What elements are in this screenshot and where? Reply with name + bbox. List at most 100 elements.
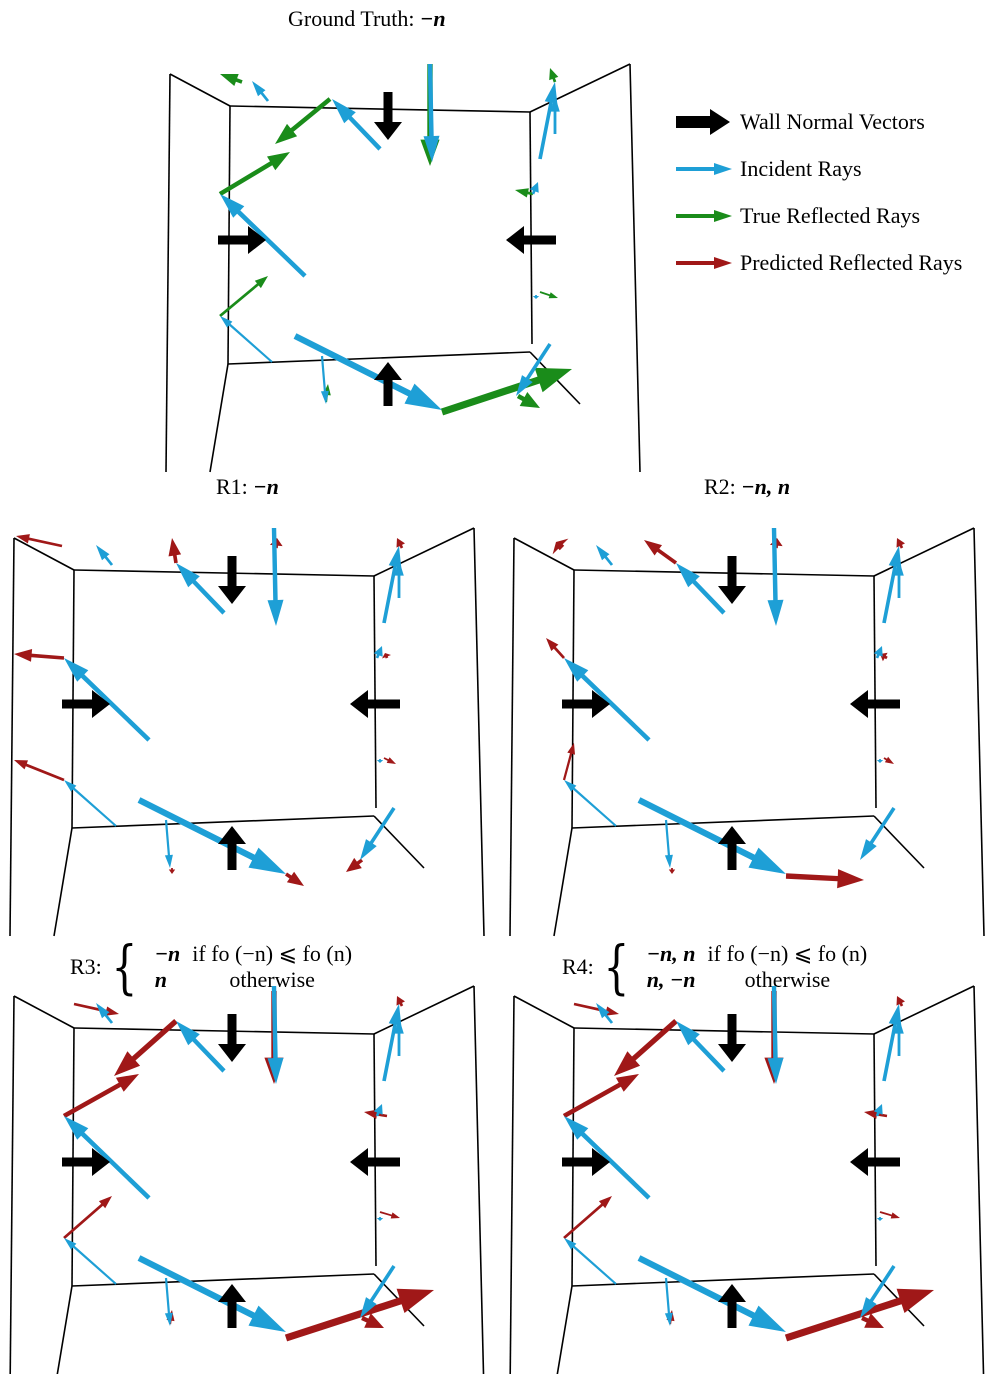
ground-truth-panel	[165, 63, 641, 473]
room-edge	[473, 985, 485, 1374]
legend-item-incident: Incident Rays	[672, 145, 962, 192]
reflected-ray-arrow	[275, 97, 332, 144]
incident-ray-arrow	[676, 563, 726, 615]
room-edge	[373, 527, 475, 577]
room-edge	[873, 815, 925, 869]
room-edge	[513, 537, 575, 571]
room-edge	[873, 527, 975, 577]
incident-ray-arrow	[382, 546, 402, 624]
r2-panel	[509, 527, 985, 937]
reflected-ray-arrow	[546, 638, 565, 659]
incident-ray-arrow	[529, 182, 539, 195]
incident-ray-arrow	[373, 1104, 383, 1117]
room-edge	[473, 527, 485, 937]
incident-ray-arrow	[596, 1003, 614, 1024]
room-edge	[13, 995, 75, 1029]
incident-ray-arrow	[267, 528, 284, 626]
wall-normal-arrow	[562, 1148, 610, 1176]
legend-label-incident: Incident Rays	[740, 155, 862, 181]
room-edge	[227, 351, 531, 365]
true-reflected-arrow-icon	[676, 209, 732, 222]
reflected-ray-arrow	[364, 1109, 388, 1119]
wall-normal-arrow	[350, 690, 400, 718]
room-edge	[373, 985, 475, 1035]
incident-ray-arrow	[860, 1265, 896, 1318]
legend-label-wall-normal: Wall Normal Vectors	[740, 108, 925, 134]
incident-ray-arrow	[176, 1021, 226, 1073]
reflected-ray-arrow	[284, 1288, 434, 1342]
incident-ray-arrow	[137, 797, 286, 874]
reflected-ray-arrow	[552, 538, 569, 555]
reflected-ray-arrow	[219, 276, 268, 317]
reflected-ray-arrow	[515, 188, 534, 198]
reflected-ray-arrow	[168, 538, 182, 564]
reflected-ray-arrow	[879, 1211, 900, 1219]
room-edge	[629, 63, 641, 473]
room-edge	[973, 527, 985, 937]
wall-normal-arrow	[218, 226, 266, 254]
reflected-ray-arrow	[562, 1074, 639, 1118]
wall-normal-arrow	[850, 1148, 900, 1176]
r4-row1-value: −n, n	[646, 941, 696, 966]
incident-ray-arrow	[64, 658, 151, 742]
incident-ray-arrow	[894, 1018, 904, 1056]
reflected-ray-arrow	[396, 996, 405, 1007]
reflected-ray-arrow	[562, 743, 575, 781]
wall-normal-arrow	[718, 556, 746, 604]
incident-ray-arrow	[516, 343, 552, 396]
reflected-ray-arrow	[563, 1196, 612, 1239]
incident-ray-arrow	[564, 780, 617, 827]
wall-normal-arrow	[850, 690, 900, 718]
room-edge	[973, 985, 985, 1374]
legend-label-predicted-reflected: Predicted Reflected Rays	[740, 249, 963, 275]
wall-normal-arrow	[350, 1148, 400, 1176]
room-edge	[13, 537, 75, 571]
wall-normal-arrow	[718, 826, 746, 870]
incident-ray-arrow	[394, 560, 404, 598]
incident-ray-arrow	[538, 82, 558, 160]
room-edge	[873, 575, 877, 809]
reflected-ray-arrow	[668, 868, 676, 874]
r4-title-prefix: R4:	[562, 954, 594, 979]
room-edge	[56, 1285, 73, 1374]
reflected-ray-arrow	[573, 1002, 619, 1016]
incident-ray-arrow	[64, 780, 117, 827]
reflected-ray-arrow	[549, 68, 559, 83]
room-edge	[53, 827, 73, 937]
r3-row2-value: n	[154, 967, 167, 992]
ground-truth-title-prefix: Ground Truth:	[288, 6, 415, 31]
incident-ray-arrow	[664, 819, 673, 868]
incident-ray-arrow	[767, 986, 784, 1084]
room-edge	[573, 1027, 875, 1035]
room-edge	[529, 111, 533, 345]
r4-row2-value: n, −n	[646, 967, 696, 992]
reflected-ray-arrow	[285, 871, 304, 886]
incident-ray-arrow	[873, 646, 883, 659]
reflected-ray-arrow	[14, 760, 65, 782]
room-edge	[229, 105, 531, 113]
incident-ray-arrow	[293, 333, 442, 410]
incident-ray-arrow	[376, 759, 384, 763]
reflected-ray-arrow	[16, 534, 63, 548]
incident-ray-arrow	[96, 1003, 114, 1024]
room-edge	[73, 1027, 375, 1035]
wall-normal-arrow	[62, 1148, 110, 1176]
incident-ray-arrow	[873, 1104, 883, 1117]
reflected-ray-arrow	[440, 367, 572, 416]
incident-ray-arrow	[360, 1265, 396, 1318]
reflected-ray-arrow	[73, 1002, 119, 1016]
reflected-ray-arrow	[896, 996, 905, 1007]
incident-ray-arrow	[564, 658, 651, 742]
room-edge	[873, 985, 975, 1035]
room-edge	[165, 73, 171, 473]
legend-item-wall-normal: Wall Normal Vectors	[672, 98, 962, 145]
r4-title: R4: { −n, n if fo (−n) ⩽ fo (n) n, −n ot…	[562, 938, 873, 996]
incident-ray-arrow	[532, 295, 540, 299]
room-edge	[529, 63, 631, 113]
wall-normal-arrow	[718, 1014, 746, 1062]
incident-ray-arrow	[550, 96, 560, 134]
r2-title-formula: −n, n	[741, 474, 791, 499]
incident-ray-arrow	[876, 759, 884, 763]
reflected-ray-arrow	[14, 649, 65, 662]
wall-normal-arrow	[218, 826, 246, 870]
